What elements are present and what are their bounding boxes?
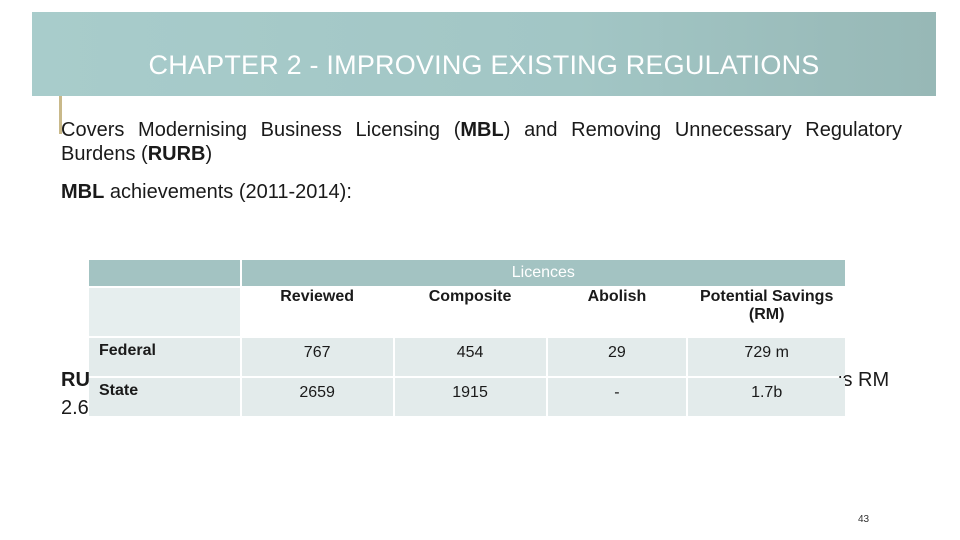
intro-rurb: RURB (147, 143, 206, 165)
table-row: Federal 767 454 29 729 m (89, 338, 845, 376)
column-header-abolish: Abolish (547, 288, 687, 336)
intro-text-2: ) and Removing Unnecessary Regulatory Bu… (61, 119, 902, 165)
accent-line (59, 96, 62, 134)
row-label-state: State (89, 378, 240, 416)
cell-federal-composite: 454 (394, 338, 546, 376)
title-bar: CHAPTER 2 - IMPROVING EXISTING REGULATIO… (32, 12, 936, 96)
rurb-text-left: RU (61, 369, 90, 391)
column-header-blank (89, 288, 240, 336)
column-header-potential-savings: Potential Savings (RM) (688, 288, 845, 336)
page-number: 43 (858, 514, 870, 525)
licences-header: Licences (241, 260, 845, 286)
table-column-header-row: Reviewed Composite Abolish Potential Sav… (89, 288, 845, 336)
intro-paragraph: Covers Modernising Business Licensing (M… (61, 118, 902, 166)
cell-federal-savings: 729 m (688, 338, 845, 376)
table-row: State 2659 1915 - 1.7b (89, 378, 845, 416)
mbl-table: Licences Reviewed Composite Abolish Pote… (87, 258, 847, 418)
cell-state-reviewed: 2659 (241, 378, 393, 416)
column-header-composite: Composite (394, 288, 546, 336)
cell-federal-reviewed: 767 (241, 338, 393, 376)
cell-federal-abolish: 29 (547, 338, 687, 376)
intro-text-3: ) (205, 143, 213, 165)
achievements-mbl: MBL (61, 181, 105, 203)
header-blank-cell (89, 260, 240, 286)
intro-text-1: Covers Modernising Business Licensing ( (61, 119, 461, 141)
row-label-federal: Federal (89, 338, 240, 376)
rurb-text-right: is RM (838, 369, 890, 391)
intro-mbl: MBL (460, 119, 504, 141)
cell-state-savings: 1.7b (688, 378, 845, 416)
achievements-heading: MBL achievements (2011-2014): (61, 180, 352, 204)
slide-title: CHAPTER 2 - IMPROVING EXISTING REGULATIO… (148, 50, 820, 80)
cell-state-composite: 1915 (394, 378, 546, 416)
table-group-header-row: Licences (89, 260, 845, 286)
cell-state-abolish: - (547, 378, 687, 416)
achievements-text: achievements (2011-2014): (104, 181, 352, 203)
column-header-reviewed: Reviewed (241, 288, 393, 336)
